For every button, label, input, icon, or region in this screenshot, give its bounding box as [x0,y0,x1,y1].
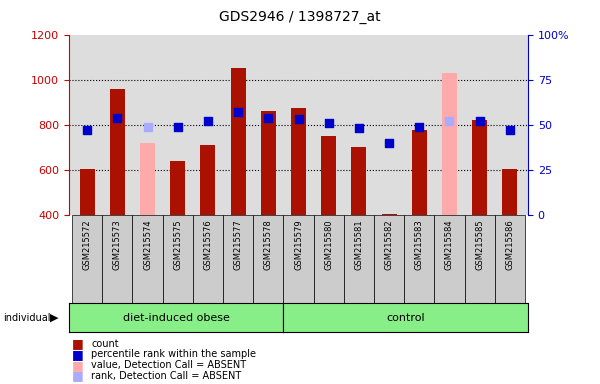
Text: GSM215582: GSM215582 [385,220,394,270]
Text: GSM215581: GSM215581 [355,220,364,270]
Point [384,140,394,146]
Bar [163,215,193,303]
Text: GSM215576: GSM215576 [203,220,212,270]
Bar [110,89,125,215]
Bar [434,215,464,303]
Text: GSM215575: GSM215575 [173,220,182,270]
Text: diet-induced obese: diet-induced obese [122,313,230,323]
Bar [80,169,95,215]
Point [263,114,273,121]
Text: ■: ■ [72,337,84,350]
Text: GSM215580: GSM215580 [324,220,333,270]
Text: GSM215572: GSM215572 [83,220,92,270]
Text: GSM215579: GSM215579 [294,220,303,270]
Text: ■: ■ [72,359,84,372]
Text: control: control [386,313,425,323]
Bar [314,215,344,303]
Bar [502,169,517,215]
Text: individual: individual [3,313,50,323]
Bar [253,215,283,303]
Point [505,127,515,133]
Bar [230,68,245,215]
Bar [344,215,374,303]
Bar [495,215,525,303]
Text: GSM215577: GSM215577 [233,220,242,270]
Point [324,120,334,126]
Point [82,127,92,133]
Point [294,116,304,122]
Bar [374,215,404,303]
Point [173,124,182,130]
Point [143,124,152,130]
Text: GSM215583: GSM215583 [415,220,424,270]
Text: ■: ■ [72,369,84,382]
Point [203,118,213,124]
Text: GSM215574: GSM215574 [143,220,152,270]
Text: GSM215584: GSM215584 [445,220,454,270]
Bar [283,215,314,303]
Bar [133,215,163,303]
Point [445,118,454,124]
Point [113,114,122,121]
Text: GSM215585: GSM215585 [475,220,484,270]
Bar [170,161,185,215]
Text: GSM215578: GSM215578 [264,220,273,270]
Bar [140,143,155,215]
Text: percentile rank within the sample: percentile rank within the sample [91,349,256,359]
Bar [404,215,434,303]
Text: GSM215586: GSM215586 [505,220,514,270]
Bar [464,215,495,303]
Text: ▶: ▶ [50,313,58,323]
Bar [223,215,253,303]
Point [475,118,484,124]
Bar [193,215,223,303]
Text: GSM215573: GSM215573 [113,220,122,270]
Point [354,125,364,131]
Bar [442,73,457,215]
Text: GDS2946 / 1398727_at: GDS2946 / 1398727_at [219,10,381,23]
Bar [352,147,367,215]
Text: rank, Detection Call = ABSENT: rank, Detection Call = ABSENT [91,371,241,381]
Bar [472,120,487,215]
Bar [72,215,102,303]
Bar [102,215,133,303]
Text: ■: ■ [72,348,84,361]
Bar [382,214,397,215]
Point [415,124,424,130]
Text: value, Detection Call = ABSENT: value, Detection Call = ABSENT [91,360,247,370]
Bar [200,145,215,215]
Text: count: count [91,339,119,349]
Bar [412,131,427,215]
Point [233,109,243,115]
Bar [291,108,306,215]
Bar [321,136,336,215]
Bar [261,111,276,215]
